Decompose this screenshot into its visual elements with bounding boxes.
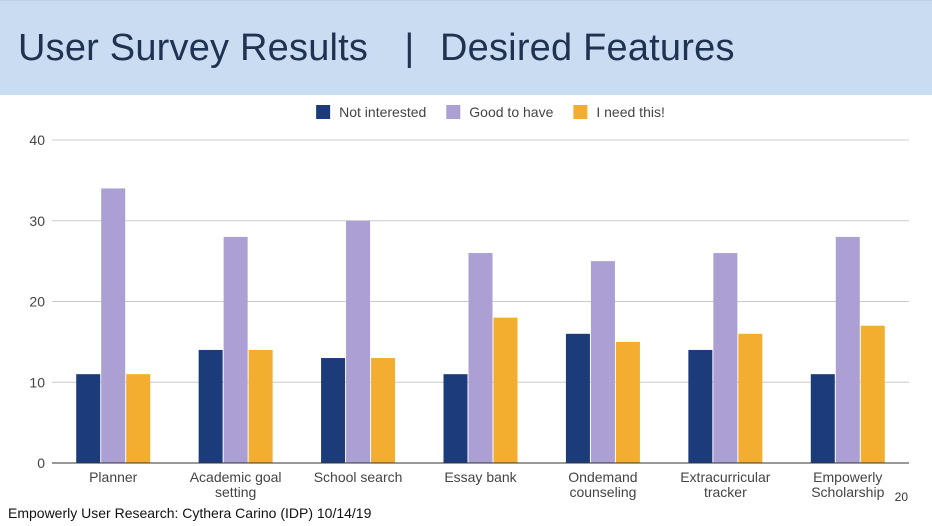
bar <box>346 220 371 463</box>
footer-credit: Empowerly User Research: Cythera Carino … <box>8 505 372 521</box>
chart-container: Not interested Good to have I need this! 0… <box>0 95 932 505</box>
y-tick-label: 0 <box>37 455 45 471</box>
title-subtitle: Desired Features <box>440 27 735 69</box>
legend-label: Not interested <box>339 104 426 120</box>
y-tick-label: 10 <box>29 374 45 390</box>
bar <box>835 236 860 463</box>
bar <box>860 325 885 463</box>
bar <box>443 374 468 463</box>
x-category-label: Extracurricular tracker <box>680 469 771 500</box>
title-main: User Survey Results <box>18 27 369 69</box>
bar <box>615 341 640 463</box>
bar <box>468 253 493 463</box>
x-axis-labels: Planner Academic goal setting School search… <box>89 469 884 500</box>
bar <box>126 374 151 463</box>
legend-label: Good to have <box>469 104 553 120</box>
title-band: User Survey Results | Desired Features <box>0 0 932 95</box>
legend-swatch <box>446 105 461 119</box>
bar <box>590 261 615 463</box>
x-category-label: School search <box>314 469 403 485</box>
bar <box>810 374 835 463</box>
x-category-label: Empowerly Scholarship <box>811 469 884 500</box>
bar <box>371 358 396 463</box>
bar <box>738 333 763 463</box>
y-tick-label: 30 <box>29 213 45 229</box>
bar <box>688 349 713 463</box>
bar <box>248 349 273 463</box>
bar <box>713 253 738 463</box>
bar <box>101 188 126 463</box>
bar <box>321 358 346 463</box>
x-category-label: Ondemand counseling <box>568 469 637 500</box>
x-category-label: Essay bank <box>444 469 517 485</box>
bar <box>76 374 101 463</box>
bar-chart: Not interested Good to have I need this! 0… <box>29 104 909 500</box>
bar <box>223 236 248 463</box>
title-separator: | <box>404 27 415 69</box>
x-category-label: Academic goal setting <box>190 469 282 500</box>
bar <box>493 317 518 463</box>
bar <box>565 333 590 463</box>
y-tick-label: 20 <box>29 294 45 310</box>
x-category-label: Planner <box>89 469 138 485</box>
legend-swatch <box>316 105 331 119</box>
legend-swatch <box>573 105 588 119</box>
y-tick-label: 40 <box>29 132 45 148</box>
bar <box>198 349 223 463</box>
slide-title: User Survey Results | Desired Features <box>18 27 735 70</box>
chart-bars <box>76 188 885 463</box>
page-number: 20 <box>894 490 908 504</box>
legend-label: I need this! <box>596 104 665 120</box>
chart-legend: Not interested Good to have I need this! <box>316 104 665 120</box>
y-axis-ticks: 0 10 20 30 40 <box>29 132 45 471</box>
